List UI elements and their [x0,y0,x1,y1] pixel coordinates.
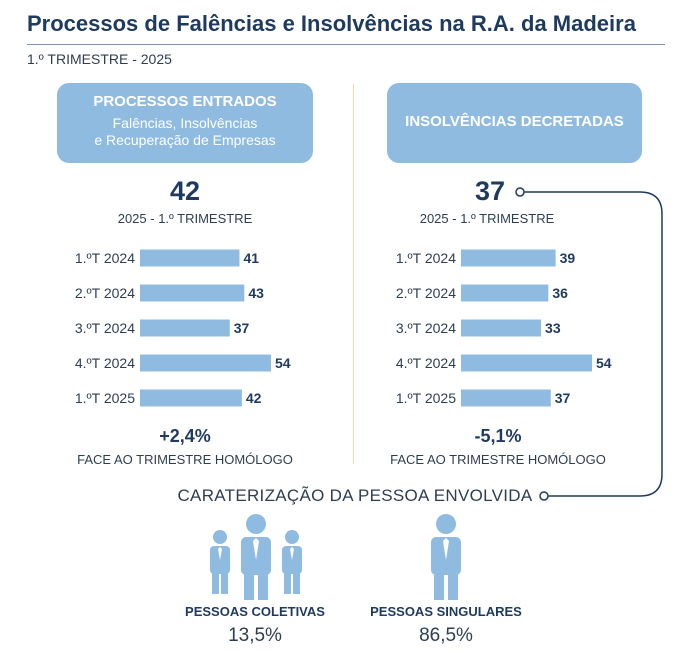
pessoas-singulares-label: PESSOAS SINGULARES [370,604,522,619]
insolvencias-bar [461,319,542,337]
processos-bar [140,284,245,302]
insolvencias-category-label: 2.ºT 2024 [396,285,456,301]
processos-entrados-change: +2,4% [159,426,211,446]
processos-entrados-header: PROCESSOS ENTRADOS Falências, Insolvênci… [57,83,313,163]
processos-bar [140,249,240,267]
processos-entrados-total: 42 [169,176,201,206]
processos-entrados-title: PROCESSOS ENTRADOS [93,93,277,110]
processos-bar [140,354,271,372]
insolvencias-decretadas-period: 2025 - 1.º TRIMESTRE [419,211,555,226]
insolvencias-category-label: 1.ºT 2025 [396,390,456,406]
processos-bar-value-label: 54 [275,355,291,371]
processos-entrados-subtitle-1: Falências, Insolvências [112,115,258,131]
insolvencias-decretadas-header: INSOLVÊNCIAS DECRETADAS [387,83,642,163]
caracterizacao-title: CARATERIZAÇÃO DA PESSOA ENVOLVIDA [177,486,533,505]
title-rule [27,44,665,45]
processos-entrados-period: 2025 - 1.º TRIMESTRE [117,211,253,226]
pessoas-coletivas-value: 13,5% [228,625,282,646]
connector-start-dot [515,187,525,197]
group-people-icon [210,514,302,600]
processos-category-label: 1.ºT 2025 [75,390,135,406]
insolvencias-bar [461,389,551,407]
processos-bar [140,389,242,407]
pessoas-singulares-value: 86,5% [419,625,473,646]
insolvencias-category-label: 1.ºT 2024 [396,250,456,266]
insolvencias-decretadas-chart: 1.ºT 2024 39 2.ºT 2024 36 3.ºT 2024 33 4.ºT 20… [396,249,612,407]
insolvencias-bar [461,284,549,302]
insolvencias-category-label: 4.ºT 2024 [396,355,456,371]
insolvencias-bar-value-label: 33 [545,320,561,336]
processos-bar-value-label: 43 [248,285,264,301]
page-title: Processos de Falências e Insolvências na… [27,11,636,36]
insolvencias-bar-value-label: 39 [560,250,576,266]
processos-entrados-chart: 1.ºT 2024 41 2.ºT 2024 43 3.ºT 2024 37 4.ºT 20… [75,249,291,407]
insolvencias-bar [461,354,592,372]
insolvencias-bar-value-label: 37 [555,390,571,406]
processos-category-label: 2.ºT 2024 [75,285,135,301]
insolvencias-decretadas-title: INSOLVÊNCIAS DECRETADAS [405,113,624,130]
processos-entrados-subtitle-2: e Recuperação de Empresas [94,132,276,148]
insolvencias-decretadas-change: -5,1% [474,426,522,446]
single-person-icon [431,514,461,600]
processos-bar-value-label: 37 [234,320,250,336]
insolvencias-bar-value-label: 54 [596,355,612,371]
insolvencias-decretadas-total: 37 [474,176,506,206]
column-divider [353,84,354,464]
insolvencias-bar [461,249,556,267]
connector-end-dot [539,491,549,501]
insolvencias-bar-value-label: 36 [552,285,568,301]
insolvencias-decretadas-change-label: FACE AO TRIMESTRE HOMÓLOGO [390,452,606,467]
processos-bar-value-label: 41 [243,250,259,266]
processos-entrados-change-label: FACE AO TRIMESTRE HOMÓLOGO [77,452,293,467]
processos-bar-value-label: 42 [246,390,262,406]
insolvencias-category-label: 3.ºT 2024 [396,320,456,336]
processos-category-label: 3.ºT 2024 [75,320,135,336]
processos-category-label: 1.ºT 2024 [75,250,135,266]
processos-category-label: 4.ºT 2024 [75,355,135,371]
processos-bar [140,319,230,337]
pessoas-coletivas-label: PESSOAS COLETIVAS [185,604,325,619]
page-subtitle: 1.º TRIMESTRE - 2025 [27,51,172,67]
